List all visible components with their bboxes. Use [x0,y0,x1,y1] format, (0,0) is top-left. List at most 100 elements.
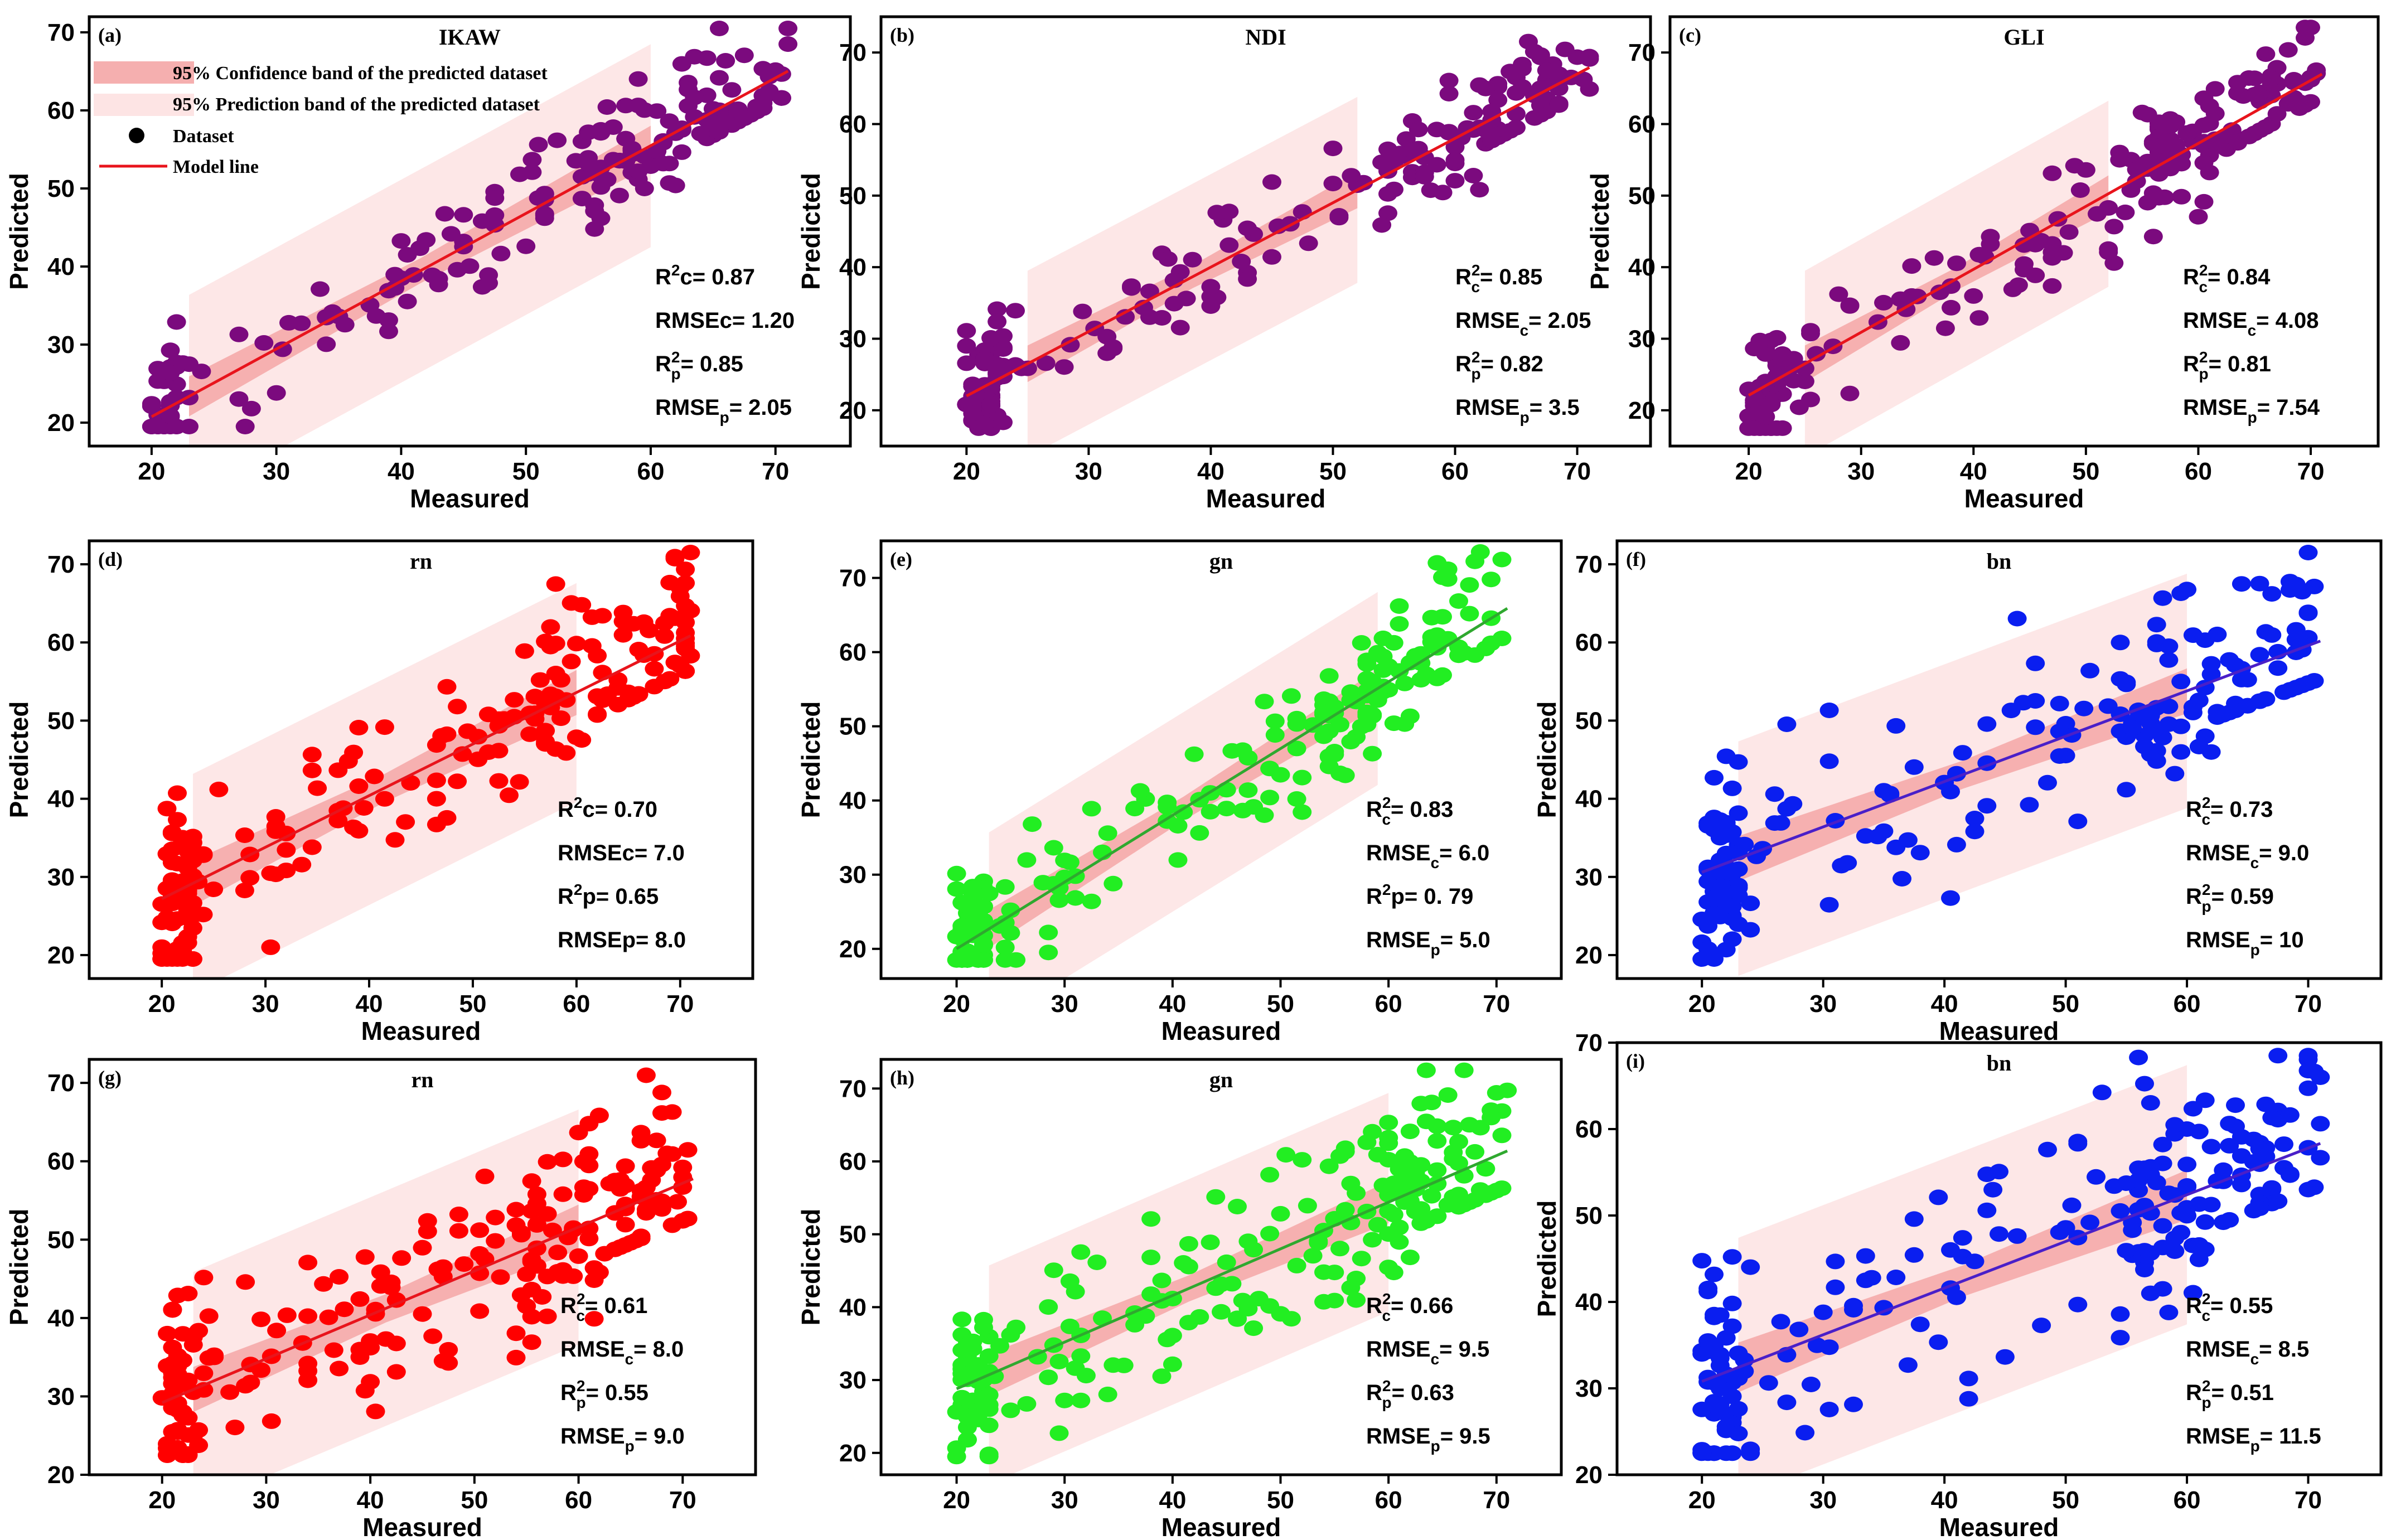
y-tick-label: 20 [1575,942,1603,969]
stat-1: RMSEc= 9.5 [1366,1337,1489,1368]
data-point [1454,1062,1474,1078]
x-tick-label: 30 [263,458,290,485]
data-point [2256,46,2276,62]
stat-sup: 2 [2199,348,2208,366]
data-point [1422,629,1441,645]
x-tick-label: 40 [1960,458,1987,485]
data-point [1729,805,1748,821]
data-point [1309,1234,1328,1251]
data-point [2135,1262,2154,1277]
data-point [2042,165,2062,181]
data-point [1953,1230,1972,1246]
legend-confidence-swatch [94,61,194,84]
data-point [2274,1136,2293,1152]
data-point [579,1181,599,1197]
data-point [1335,1202,1355,1218]
y-axis-title: Predicted [796,701,825,819]
x-tick-label: 20 [148,990,176,1018]
stat-sup: 2 [1472,348,1480,366]
data-point [2226,1118,2245,1135]
scatter-points [947,1062,1517,1465]
stat-sub: p [2250,941,2260,958]
stat-base: RMSE [2183,395,2248,420]
data-point [1363,1123,1382,1140]
data-point [981,378,1001,394]
data-point [647,1132,666,1149]
data-point [691,125,710,142]
data-point [225,1420,245,1436]
data-point [722,82,742,98]
data-point [454,207,473,223]
data-point [522,1173,541,1189]
data-point [435,206,454,222]
data-point [2111,1203,2130,1219]
x-tick-label: 60 [1441,458,1469,485]
data-point [1352,635,1371,651]
data-point [2220,652,2239,668]
y-tick-label: 50 [47,707,75,734]
data-point [533,1289,552,1305]
data-point [1470,77,1489,93]
data-point [652,1156,671,1173]
data-point [522,152,542,168]
stat-value: = 0.84 [2208,265,2271,289]
stat-value: = 0.51 [2211,1381,2274,1405]
data-point [163,1301,182,1318]
y-axis-title: Predicted [796,1209,825,1326]
data-point [562,595,581,611]
data-point [328,762,348,778]
panel-title: rn [412,1067,434,1092]
data-point [1765,786,1784,802]
stat-3: RMSEp= 2.05 [655,395,792,426]
data-point [449,1223,468,1239]
data-point [1826,1253,1845,1270]
data-point [478,706,498,723]
data-point [611,1172,630,1188]
data-point [1427,1133,1447,1149]
data-point [1874,1300,1894,1316]
data-point [162,854,182,870]
data-point [491,245,511,261]
data-point [963,1410,982,1426]
data-point [1981,229,2000,245]
data-point [1705,822,1724,837]
data-point [163,1376,182,1392]
stat-base: RMSEc= 7.0 [558,841,685,865]
data-point [2200,164,2219,181]
x-axis-title: Measured [1161,1513,1281,1540]
data-point [2268,660,2288,676]
data-point [597,99,617,115]
panel-e: 20 30 40 50 60 70 20 30 40 50 60 70 Measured Predicte… [796,539,1563,1045]
y-tick-label: 50 [1575,707,1603,734]
stat-2: R2 p= 0.55 [560,1377,648,1411]
data-point [302,747,322,763]
stat-sub: c [2250,1350,2259,1368]
data-point [158,1447,177,1463]
plot-area-e [947,544,1512,979]
data-point [183,1337,203,1353]
data-point [2042,278,2062,294]
panel-title: bn [1987,1050,2012,1076]
data-point [1722,898,1742,914]
stat-0: R2 c= 0.61 [560,1290,647,1324]
data-point [2177,1208,2197,1224]
data-point [2129,1160,2148,1176]
y-axis-title: Predicted [1585,173,1614,290]
data-point [1439,86,1459,101]
data-point [472,279,492,295]
data-point [567,729,586,745]
y-axis-title: Predicted [796,173,825,290]
data-point [1212,1304,1231,1320]
model-line [161,634,691,900]
data-point [1692,1253,1712,1269]
panel-title: NDI [1245,25,1286,50]
data-point [613,627,633,643]
y-tick-label: 50 [839,1221,867,1248]
stat-base: RMSE [1455,395,1520,420]
data-point [1537,62,1556,79]
data-point [1891,291,1910,307]
data-point [2166,138,2186,154]
data-point [636,1179,656,1195]
data-point [655,628,674,644]
data-point [192,364,211,380]
